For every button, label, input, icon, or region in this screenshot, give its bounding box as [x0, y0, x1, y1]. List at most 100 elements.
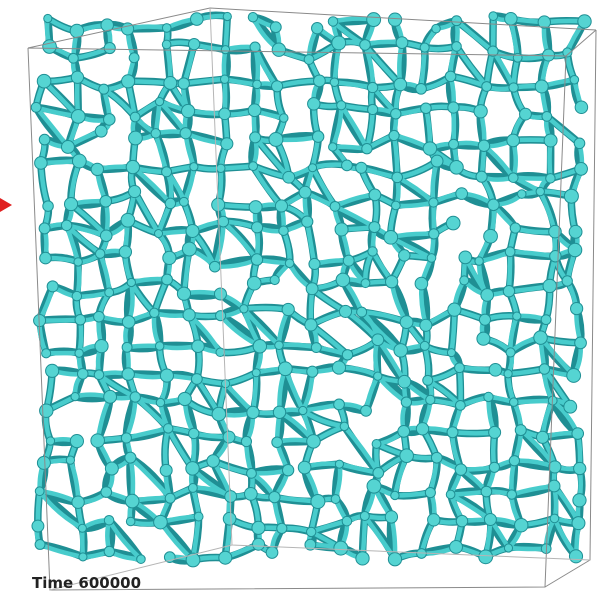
junction — [126, 160, 139, 173]
junction — [398, 375, 411, 388]
junction — [332, 361, 345, 374]
junction — [74, 258, 82, 266]
junction — [214, 288, 226, 300]
junction — [360, 512, 369, 521]
junction — [125, 494, 139, 508]
junction — [298, 461, 311, 474]
junction — [328, 17, 337, 26]
junction — [122, 342, 132, 352]
junction — [121, 433, 131, 443]
junction — [573, 494, 586, 507]
junction — [308, 98, 320, 110]
junction — [186, 462, 199, 475]
junction — [505, 12, 517, 24]
junction — [340, 422, 348, 430]
junction — [507, 134, 520, 147]
junction — [505, 247, 515, 257]
junction — [212, 407, 226, 421]
junction — [450, 161, 464, 175]
junction — [513, 312, 521, 320]
junction — [272, 81, 283, 92]
junction — [447, 427, 458, 438]
junction — [420, 43, 429, 52]
junction — [392, 172, 403, 183]
junction — [335, 223, 348, 236]
junction — [427, 254, 436, 263]
junction — [39, 134, 50, 145]
junction — [507, 490, 516, 499]
junction — [250, 42, 260, 52]
junction — [569, 550, 582, 563]
junction — [251, 254, 262, 265]
junction — [342, 350, 352, 360]
junction — [568, 243, 582, 257]
junction — [449, 139, 459, 149]
junction — [182, 242, 196, 256]
junction — [574, 462, 586, 474]
junction — [217, 164, 225, 172]
junction — [448, 303, 461, 316]
junction — [489, 12, 498, 21]
junction — [456, 515, 468, 527]
junction — [75, 315, 86, 326]
junction — [484, 229, 498, 243]
junction — [70, 435, 83, 448]
junction — [309, 164, 317, 172]
strand — [279, 345, 316, 348]
junction — [550, 514, 559, 523]
junction — [478, 140, 489, 151]
junction — [510, 398, 519, 407]
junction — [104, 516, 114, 526]
junction — [94, 311, 105, 322]
strand — [225, 16, 227, 49]
junction — [334, 399, 345, 410]
junction — [241, 436, 251, 446]
junction — [536, 431, 548, 443]
junction — [47, 281, 58, 292]
junction — [64, 198, 77, 211]
junction — [542, 111, 552, 121]
junction — [223, 431, 235, 443]
junction — [431, 452, 442, 463]
junction — [216, 311, 226, 321]
junction — [564, 400, 577, 413]
junction — [218, 216, 229, 227]
junction — [137, 555, 146, 564]
junction — [362, 144, 372, 154]
junction — [429, 229, 439, 239]
junction — [39, 223, 50, 234]
junction — [394, 78, 407, 91]
junction — [564, 189, 578, 203]
junction — [570, 75, 579, 84]
junction — [360, 40, 371, 51]
junction — [331, 495, 340, 504]
junction — [79, 553, 87, 561]
junction — [177, 287, 190, 300]
junction — [479, 314, 490, 325]
junction — [96, 249, 105, 258]
junction — [476, 171, 487, 182]
junction — [130, 392, 140, 402]
junction — [484, 392, 493, 401]
junction — [550, 251, 561, 262]
junction — [91, 163, 103, 175]
junction — [253, 340, 266, 353]
junction — [374, 372, 382, 380]
junction — [221, 138, 233, 150]
junction — [510, 223, 520, 233]
junction — [122, 75, 135, 88]
junction — [282, 303, 294, 315]
junction — [332, 36, 346, 50]
junction — [384, 231, 398, 245]
junction — [342, 160, 353, 171]
junction — [162, 24, 171, 33]
junction — [391, 491, 399, 499]
junction — [548, 480, 560, 492]
junction — [302, 216, 313, 227]
junction — [249, 201, 262, 214]
junction — [104, 114, 116, 126]
junction — [356, 552, 369, 565]
junction — [162, 274, 173, 285]
junction — [307, 366, 318, 377]
junction — [482, 82, 492, 92]
